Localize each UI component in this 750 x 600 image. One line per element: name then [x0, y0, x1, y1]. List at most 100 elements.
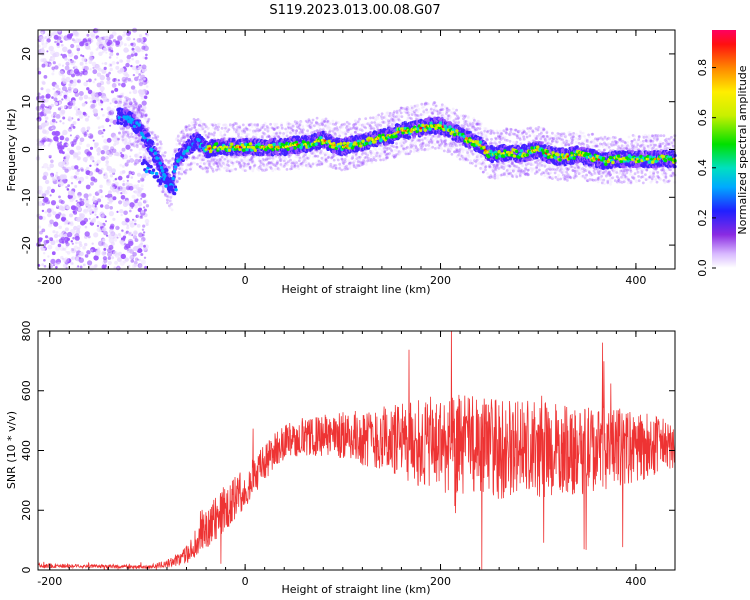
halo-point	[190, 126, 194, 130]
halo-point	[224, 137, 228, 141]
noise-point	[83, 217, 89, 223]
noise-point	[95, 64, 100, 69]
noise-point	[133, 162, 137, 166]
noise-point	[93, 210, 96, 213]
halo-point	[119, 98, 123, 102]
noise-point	[121, 76, 127, 82]
noise-point	[75, 44, 80, 49]
noise-point	[120, 153, 125, 158]
noise-point	[129, 148, 133, 152]
halo-point	[148, 161, 152, 165]
noise-point	[132, 172, 135, 175]
halo-point	[219, 131, 223, 134]
noise-point	[132, 235, 138, 240]
noise-point	[67, 88, 72, 93]
noise-point	[72, 156, 76, 160]
noise-point	[125, 185, 131, 191]
noise-point	[132, 252, 137, 257]
noise-point	[101, 125, 105, 129]
noise-point	[91, 198, 95, 202]
noise-point	[131, 65, 137, 71]
halo-point	[137, 112, 141, 116]
noise-point	[107, 201, 110, 205]
noise-point	[69, 213, 74, 218]
noise-point	[78, 257, 85, 263]
halo-point	[126, 97, 130, 100]
noise-point	[107, 256, 112, 260]
halo-point	[119, 98, 123, 101]
halo-point	[118, 99, 122, 103]
halo-point	[261, 136, 264, 140]
noise-point	[62, 129, 68, 136]
halo-point	[151, 136, 155, 140]
noise-point	[106, 180, 112, 186]
halo-point	[162, 151, 166, 155]
noise-point	[48, 63, 52, 67]
halo-point	[137, 142, 141, 146]
noise-point	[70, 261, 74, 265]
halo-point	[123, 101, 127, 105]
halo-point	[148, 136, 152, 139]
noise-point	[54, 130, 60, 137]
noise-point	[108, 110, 115, 116]
noise-point	[103, 247, 107, 251]
halo-point	[347, 122, 351, 126]
halo-point	[163, 193, 167, 197]
halo-point	[122, 107, 126, 111]
halo-point	[272, 157, 276, 161]
halo-point	[137, 107, 141, 111]
noise-point	[77, 246, 81, 251]
noise-point	[107, 116, 110, 119]
halo-point	[124, 101, 128, 105]
noise-point	[85, 202, 90, 207]
noise-point	[83, 209, 87, 213]
noise-point	[110, 49, 114, 53]
noise-point	[51, 251, 56, 256]
halo-point	[213, 128, 217, 132]
halo-point	[146, 126, 150, 130]
halo-point	[231, 161, 235, 165]
halo-point	[145, 125, 149, 129]
halo-point	[206, 170, 210, 174]
noise-point	[70, 43, 75, 49]
noise-point	[69, 222, 72, 225]
noise-point	[128, 170, 132, 175]
noise-point	[69, 79, 74, 84]
noise-point	[73, 87, 78, 93]
noise-point	[113, 233, 119, 239]
noise-point	[63, 247, 67, 251]
noise-point	[62, 247, 65, 251]
noise-point	[80, 111, 84, 115]
noise-point	[134, 52, 138, 57]
noise-point	[49, 56, 56, 62]
noise-point	[86, 33, 90, 37]
halo-point	[140, 115, 143, 119]
halo-point	[328, 126, 332, 130]
noise-point	[70, 175, 74, 180]
noise-point	[108, 56, 112, 59]
halo-point	[166, 201, 169, 205]
noise-point	[86, 87, 90, 91]
noise-point	[114, 151, 120, 157]
noise-point	[105, 160, 109, 164]
noise-point	[49, 139, 53, 143]
halo-point	[133, 144, 136, 148]
noise-point	[136, 37, 142, 43]
noise-point	[140, 173, 147, 179]
noise-point	[76, 47, 81, 52]
halo-point	[358, 117, 361, 121]
noise-point	[143, 244, 146, 248]
noise-point	[84, 199, 90, 205]
halo-point	[311, 118, 315, 122]
noise-point	[71, 87, 74, 90]
noise-point	[115, 65, 120, 70]
noise-point	[144, 95, 148, 100]
noise-point	[134, 76, 139, 82]
noise-point	[122, 133, 126, 137]
halo-point	[149, 162, 153, 166]
halo-point	[271, 169, 275, 173]
noise-point	[108, 244, 114, 250]
halo-point	[181, 162, 185, 166]
noise-point	[122, 183, 126, 186]
noise-point	[74, 235, 80, 241]
